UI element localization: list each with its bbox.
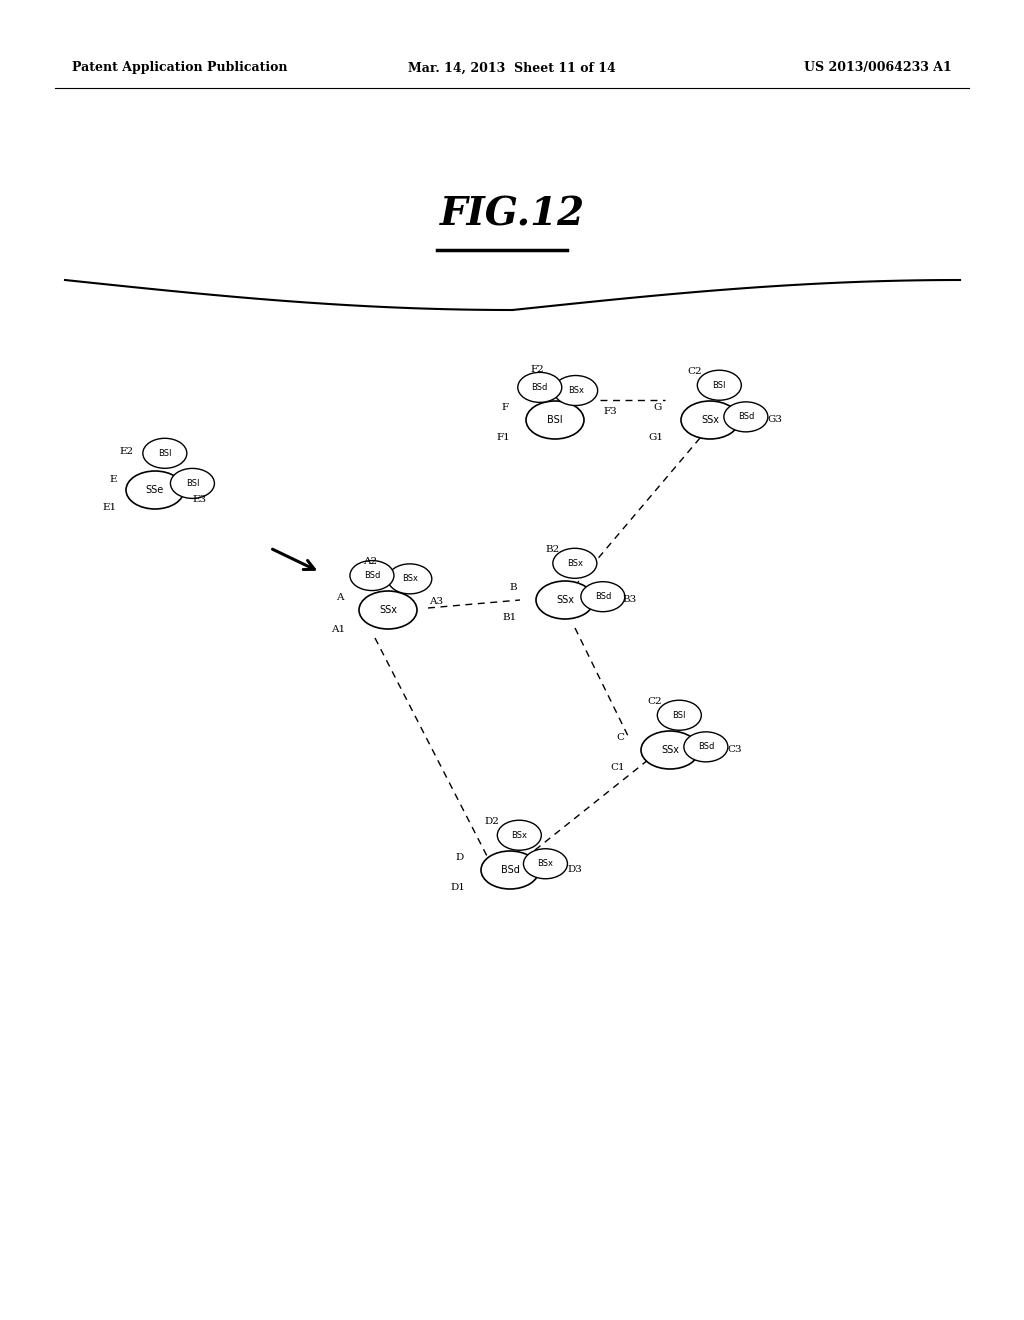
Text: A: A bbox=[336, 594, 344, 602]
Text: E1: E1 bbox=[103, 503, 117, 512]
Text: F3: F3 bbox=[603, 408, 616, 417]
Text: G1: G1 bbox=[648, 433, 664, 442]
Ellipse shape bbox=[518, 372, 562, 403]
Text: D2: D2 bbox=[484, 817, 500, 826]
Ellipse shape bbox=[681, 401, 739, 440]
Text: BSI: BSI bbox=[673, 710, 686, 719]
Text: F: F bbox=[502, 404, 509, 412]
Ellipse shape bbox=[641, 731, 699, 770]
Text: E3: E3 bbox=[193, 495, 207, 504]
Text: G3: G3 bbox=[768, 416, 782, 425]
Ellipse shape bbox=[481, 851, 539, 888]
Text: SSx: SSx bbox=[662, 744, 679, 755]
Ellipse shape bbox=[526, 401, 584, 440]
Ellipse shape bbox=[126, 471, 184, 510]
Text: SSx: SSx bbox=[701, 414, 719, 425]
Text: SSx: SSx bbox=[379, 605, 397, 615]
Text: D3: D3 bbox=[567, 866, 583, 874]
Text: Patent Application Publication: Patent Application Publication bbox=[72, 62, 288, 74]
Text: D: D bbox=[456, 854, 464, 862]
Text: BSx: BSx bbox=[401, 574, 418, 583]
Text: D1: D1 bbox=[451, 883, 466, 892]
Text: BSx: BSx bbox=[567, 385, 584, 395]
Text: Mar. 14, 2013  Sheet 11 of 14: Mar. 14, 2013 Sheet 11 of 14 bbox=[409, 62, 615, 74]
Ellipse shape bbox=[554, 375, 598, 405]
Ellipse shape bbox=[388, 564, 432, 594]
Text: E2: E2 bbox=[120, 447, 134, 457]
Text: US 2013/0064233 A1: US 2013/0064233 A1 bbox=[804, 62, 952, 74]
Text: B2: B2 bbox=[546, 545, 560, 554]
Ellipse shape bbox=[657, 700, 701, 730]
Text: A3: A3 bbox=[429, 598, 443, 606]
Text: BSd: BSd bbox=[364, 572, 380, 579]
Text: F2: F2 bbox=[530, 366, 544, 375]
Text: FIG.12: FIG.12 bbox=[439, 195, 585, 234]
Text: C2: C2 bbox=[688, 367, 702, 376]
Text: BSd: BSd bbox=[737, 412, 754, 421]
Text: C3: C3 bbox=[728, 746, 742, 755]
Text: BSx: BSx bbox=[511, 830, 527, 840]
Text: BSx: BSx bbox=[538, 859, 553, 869]
Text: BSx: BSx bbox=[567, 558, 583, 568]
Text: C1: C1 bbox=[610, 763, 626, 772]
Ellipse shape bbox=[724, 401, 768, 432]
Ellipse shape bbox=[553, 548, 597, 578]
Text: SSx: SSx bbox=[556, 595, 574, 605]
Text: B: B bbox=[509, 583, 517, 593]
Ellipse shape bbox=[350, 561, 394, 590]
Ellipse shape bbox=[684, 731, 728, 762]
Text: SSe: SSe bbox=[145, 484, 164, 495]
Ellipse shape bbox=[170, 469, 214, 499]
Text: BSI: BSI bbox=[713, 380, 726, 389]
Ellipse shape bbox=[536, 581, 594, 619]
Text: BSd: BSd bbox=[595, 593, 611, 601]
Text: C2: C2 bbox=[648, 697, 663, 706]
Ellipse shape bbox=[581, 582, 625, 611]
Ellipse shape bbox=[142, 438, 186, 469]
Ellipse shape bbox=[697, 370, 741, 400]
Text: BSd: BSd bbox=[697, 742, 714, 751]
Text: B1: B1 bbox=[503, 614, 517, 623]
Text: E: E bbox=[110, 475, 117, 484]
Text: A1: A1 bbox=[331, 626, 345, 635]
Text: BSd: BSd bbox=[531, 383, 548, 392]
Text: F1: F1 bbox=[496, 433, 510, 442]
Text: B3: B3 bbox=[623, 595, 637, 605]
Text: G: G bbox=[653, 404, 663, 412]
Ellipse shape bbox=[523, 849, 567, 879]
Ellipse shape bbox=[359, 591, 417, 630]
Text: BSI: BSI bbox=[185, 479, 200, 488]
Text: BSd: BSd bbox=[501, 865, 519, 875]
Ellipse shape bbox=[498, 820, 542, 850]
Text: BSI: BSI bbox=[158, 449, 172, 458]
Text: BSI: BSI bbox=[547, 414, 563, 425]
Text: C: C bbox=[616, 734, 624, 742]
Text: A2: A2 bbox=[362, 557, 377, 566]
